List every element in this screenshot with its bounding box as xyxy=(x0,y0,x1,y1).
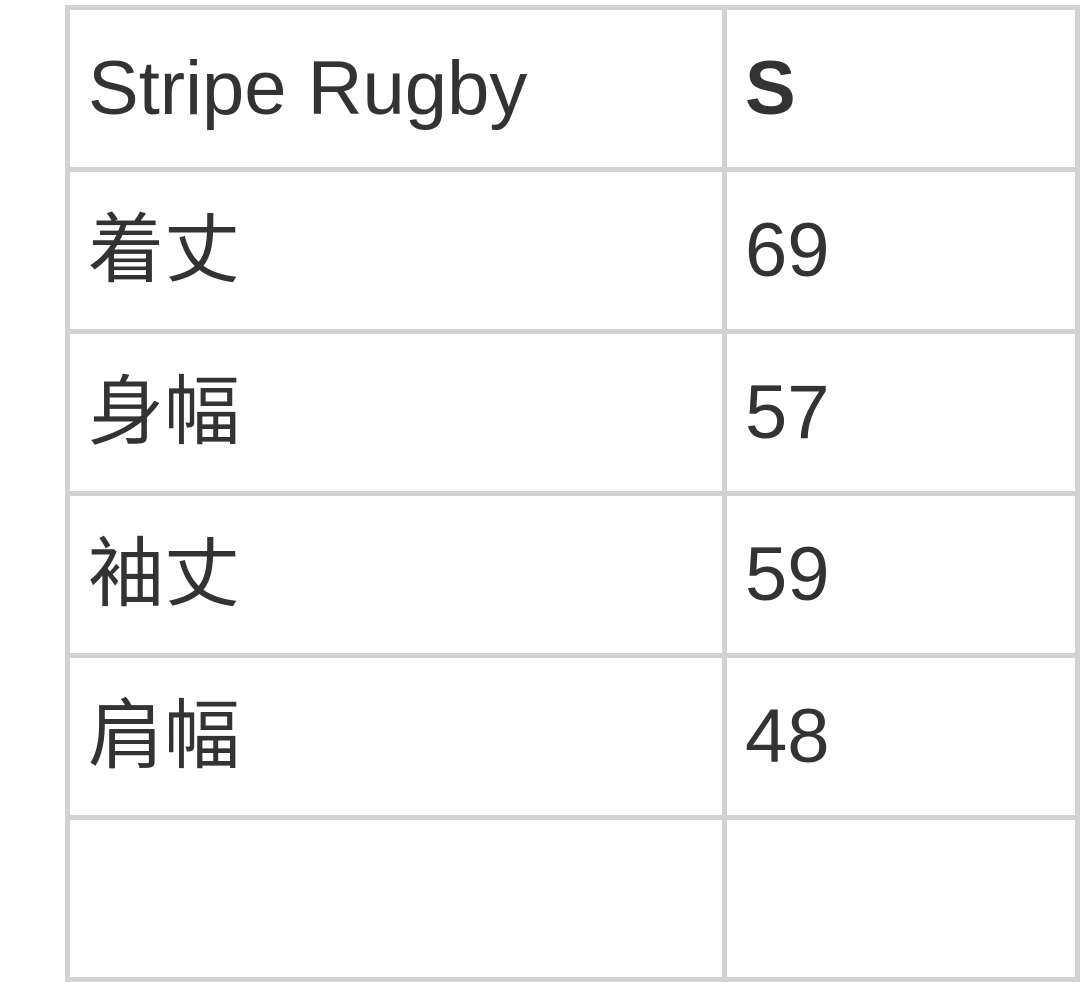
measurement-value: 57 xyxy=(721,329,1080,496)
measurement-value-empty xyxy=(721,815,1080,982)
size-header-cell: S xyxy=(721,5,1080,172)
table-row: 肩幅 48 xyxy=(65,653,1080,820)
measurement-value: 59 xyxy=(721,491,1080,658)
measurement-label: 着丈 xyxy=(65,167,727,334)
table-row-partial xyxy=(65,815,1080,982)
table-row: 身幅 57 xyxy=(65,329,1080,496)
measurement-label-empty xyxy=(65,815,727,982)
table-row: 着丈 69 xyxy=(65,167,1080,334)
measurement-label: 肩幅 xyxy=(65,653,727,820)
measurement-label: 身幅 xyxy=(65,329,727,496)
product-name-cell: Stripe Rugby xyxy=(65,5,727,172)
table-row: 袖丈 59 xyxy=(65,491,1080,658)
measurement-value: 69 xyxy=(721,167,1080,334)
measurement-value: 48 xyxy=(721,653,1080,820)
size-table: Stripe Rugby S 着丈 69 身幅 57 袖丈 59 肩幅 48 xyxy=(65,5,1080,982)
measurement-label: 袖丈 xyxy=(65,491,727,658)
table-header-row: Stripe Rugby S xyxy=(65,5,1080,172)
